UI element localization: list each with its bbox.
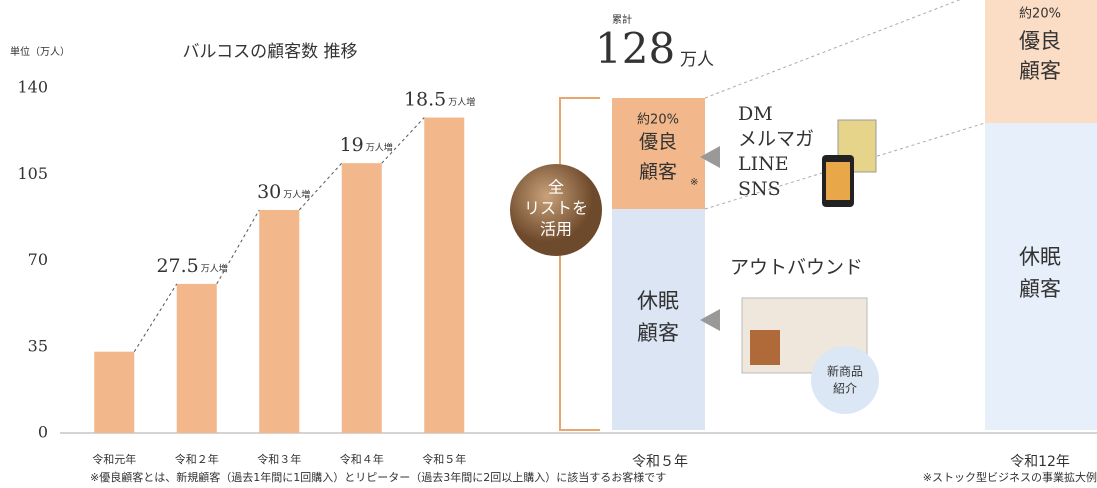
bar [94,352,134,433]
increment: 18.5 [404,89,446,111]
share: 約20% [637,113,679,128]
y-tick-label: 140 [17,78,48,97]
catalog-photo [750,330,780,365]
total-unit: 万人 [680,50,714,70]
increment: 30 [257,181,281,203]
bar [177,284,217,433]
badge-text: 紹介 [833,382,857,396]
channel: DM [738,103,773,125]
channel: SNS [738,178,781,200]
unit-label: 単位（万人） [10,45,70,58]
dormant-block [612,209,705,430]
share: 約20% [1019,7,1061,22]
chart-title: バルコスの顧客数 推移 [182,42,357,62]
increment-unit: 万人増 [283,188,310,200]
increment-unit: 万人増 [366,142,393,154]
outbound: アウトバウンド [730,257,863,279]
y-tick-label: 105 [17,164,48,183]
increment: 27.5 [156,255,198,277]
y-tick-label: 35 [28,336,48,355]
total: 128 [595,24,675,73]
connector [299,163,342,210]
badge-text: 新商品 [827,364,863,379]
connector [134,284,177,352]
guide [705,0,985,98]
panel-label: 令和５年 [632,454,688,470]
connector [217,210,260,284]
increment: 19 [340,134,364,156]
footnote: ※優良顧客とは、新規顧客（過去1年間に1回購入）とリピーター（過去3年間に2回以… [90,470,666,484]
bar [342,163,382,433]
channel: LINE [738,153,789,175]
x-tick-label: 令和５年 [422,452,466,466]
channel: メルマガ [738,128,814,150]
x-tick-label: 令和４年 [340,452,384,466]
y-tick-label: 0 [38,423,48,442]
connector [382,118,425,164]
mark: ※ [690,177,698,188]
x-tick-label: 令和２年 [175,452,219,466]
chart: 単位（万人） バルコスの顧客数 推移 累計 128 万人 約20% 優良顧客 ※… [0,0,1097,488]
x-tick-label: 令和３年 [257,452,301,466]
footnote: ※ストック型ビジネスの事業拡大例 [923,470,1097,484]
bar [424,118,464,433]
bracket [560,98,600,430]
badge-circle [811,346,879,414]
circle-text: 活用 [540,220,572,239]
y-tick-label: 70 [28,250,48,269]
panel-label: 令和12年 [1010,454,1070,470]
x-tick-label: 令和元年 [92,452,136,466]
increment-unit: 万人増 [448,96,475,108]
bar [259,210,299,433]
phone-screen [826,162,850,200]
circle-text: リストを [524,199,588,218]
circle-text: 全 [548,178,564,197]
